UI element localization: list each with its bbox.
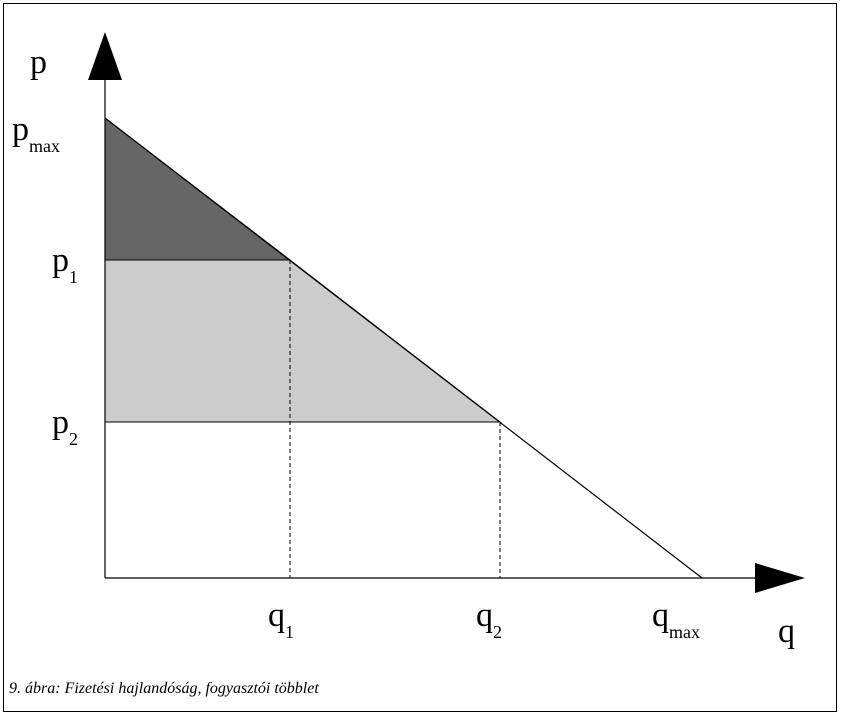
y-axis-label: p: [30, 44, 47, 81]
light-surplus-region: [104, 259, 502, 423]
figure-caption: 9. ábra: Fizetési hajlandóság, fogyasztó…: [9, 680, 319, 697]
q1-label: q1: [268, 597, 294, 642]
p1-label: p1: [52, 242, 78, 287]
y-axis-arrow-icon: [88, 32, 122, 80]
q-max-label: qmax: [652, 597, 700, 642]
p-max-label: pmax: [12, 111, 60, 156]
p2-label: p2: [52, 404, 78, 449]
x-axis-label: q: [778, 613, 795, 650]
x-axis-arrow-icon: [755, 563, 805, 593]
demand-line: [104, 117, 703, 579]
q2-label: q2: [476, 597, 502, 642]
